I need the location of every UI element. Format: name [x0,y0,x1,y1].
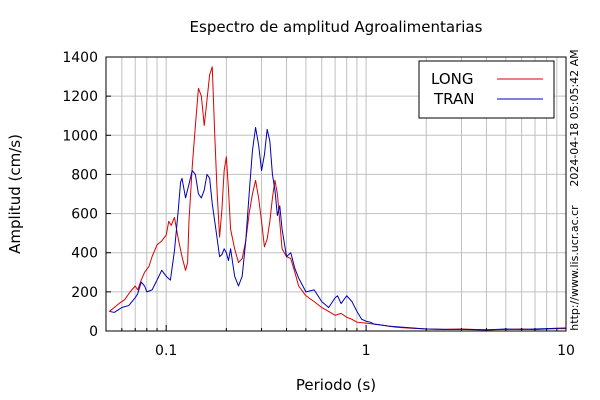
grid-lines [106,57,566,331]
source-url-label: http://www.lis.ucr.ac.cr [568,205,581,331]
y-tick-label: 1000 [62,128,98,144]
y-axis-title: Amplitud (cm/s) [6,134,24,254]
series-line-long [109,66,566,331]
y-tick-label: 600 [71,207,98,223]
x-axis-title: Periodo (s) [296,376,376,394]
x-tick-label: 0.1 [155,343,177,359]
legend-label-tran: TRAN [433,90,474,108]
timestamp-label: 2024-04-18 05:05:42 AM [568,49,581,186]
y-tick-label: 0 [89,324,98,340]
y-tick-label: 400 [71,246,98,262]
y-tick-label: 1200 [62,89,98,105]
x-tick-label: 10 [557,343,575,359]
plot-frame [105,56,567,332]
series-line-tran [109,126,567,331]
axis-ticks: 0 200 400 600 800 1000 1200 1400 0.1 1 10 [62,50,575,359]
x-tick-label: 1 [362,343,371,359]
legend-box [418,60,555,119]
y-tick-label: 200 [71,285,98,301]
series-layer [109,66,567,331]
legend-label-long: LONG [431,70,473,88]
y-tick-label: 800 [71,167,98,183]
legend: LONG TRAN [418,60,555,119]
y-tick-label: 1400 [62,50,98,66]
chart-title: Espectro de amplitud Agroalimentarias [190,18,483,36]
